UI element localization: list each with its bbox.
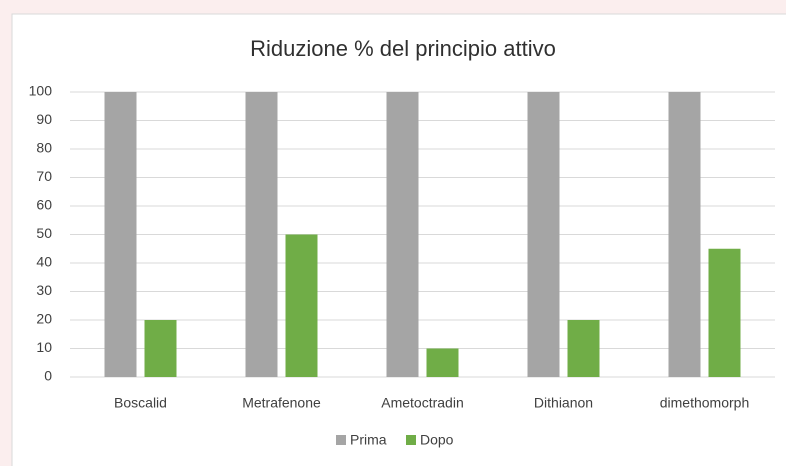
y-tick-label: 10 <box>36 339 52 355</box>
y-tick-label: 80 <box>36 140 52 156</box>
y-tick-label: 30 <box>36 282 52 298</box>
bar <box>527 92 560 377</box>
legend-swatch <box>406 435 416 445</box>
x-tick-label: Boscalid <box>114 395 167 411</box>
y-tick-label: 60 <box>36 197 52 213</box>
bar <box>708 248 741 377</box>
bar <box>285 234 318 377</box>
bar <box>104 92 137 377</box>
legend-label: Dopo <box>420 432 454 448</box>
y-tick-label: 0 <box>44 368 52 384</box>
bar <box>144 320 177 377</box>
y-tick-label: 90 <box>36 111 52 127</box>
x-tick-label: Dithianon <box>534 395 593 411</box>
legend-swatch <box>336 435 346 445</box>
bar <box>426 348 459 377</box>
x-tick-label: Ametoctradin <box>381 395 463 411</box>
y-tick-label: 100 <box>29 83 53 99</box>
y-tick-label: 40 <box>36 254 52 270</box>
x-tick-label: Metrafenone <box>242 395 321 411</box>
bar <box>245 92 278 377</box>
y-tick-label: 20 <box>36 311 52 327</box>
y-tick-label: 70 <box>36 168 52 184</box>
legend-label: Prima <box>350 432 387 448</box>
y-tick-label: 50 <box>36 225 52 241</box>
bar <box>668 92 701 377</box>
bar <box>567 320 600 377</box>
x-tick-label: dimethomorph <box>660 395 750 411</box>
bar <box>386 92 419 377</box>
chart-title: Riduzione % del principio attivo <box>250 36 556 61</box>
